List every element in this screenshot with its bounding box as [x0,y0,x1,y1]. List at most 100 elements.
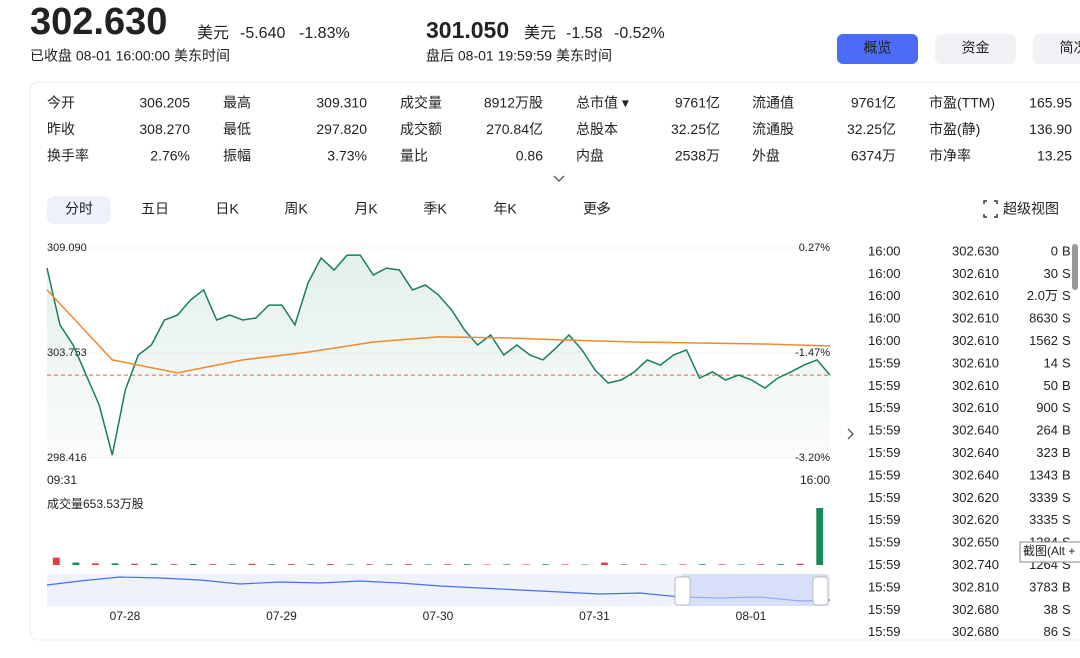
stat-value: 306.205 [139,95,190,111]
stat-label: 市盈(TTM) [929,95,995,111]
volume-bar [249,564,256,565]
y2-tick-label: 0.27% [799,242,830,254]
top-tab-label[interactable]: 资金 [962,40,990,56]
stat-value: 2538万 [675,148,720,164]
stat-value: 309.310 [316,95,367,111]
chart-tab[interactable]: 年K [493,201,517,217]
chart-tab[interactable]: 更多 [583,201,611,217]
chart-tab[interactable]: 季K [423,201,447,217]
trade-price: 302.610 [952,311,999,326]
trade-time: 15:59 [868,557,901,572]
trade-price: 302.630 [952,243,999,258]
stat-value: 136.90 [1029,121,1072,137]
scrollbar[interactable] [1072,244,1078,290]
change: -5.640 [240,25,285,42]
stat-label: 最低 [223,121,251,137]
chart-tab[interactable]: 分时 [65,201,93,217]
change-pct: -1.83% [299,25,350,42]
trade-side: S [1062,400,1071,415]
volume-bar [738,564,745,565]
stat-value: 32.25亿 [847,121,896,137]
stat-label: 振幅 [223,148,251,164]
trade-side: B [1062,378,1071,393]
trade-side: B [1062,243,1071,258]
trade-side: B [1062,467,1071,482]
stat-label: 外盘 [752,148,780,164]
volume-bar [170,564,177,565]
after-currency: 美元 [524,24,556,42]
trade-volume: 1343 [1029,467,1058,482]
trade-volume: 30 [1044,266,1058,281]
trade-price: 302.620 [952,512,999,527]
volume-bar [425,564,432,565]
stat-label: 今开 [47,95,75,111]
trade-volume: 86 [1044,624,1058,639]
minimap-date: 07-29 [266,609,297,623]
volume-bar [346,564,353,565]
trade-time: 15:59 [868,445,901,460]
minimap-selection[interactable] [682,574,828,606]
trade-time: 15:59 [868,378,901,393]
trade-volume: 3339 [1029,490,1058,505]
chart-tab[interactable]: 五日 [141,201,169,217]
trade-price: 302.610 [952,378,999,393]
volume-bar [72,563,79,565]
chart-tab[interactable]: 日K [215,201,239,217]
stat-label: 最高 [223,95,251,111]
top-tab-label[interactable]: 简况 [1060,40,1080,56]
trade-time: 15:59 [868,512,901,527]
trade-time: 16:00 [868,311,901,326]
status: 已收盘 08-01 16:00:00 美东时间 [30,48,230,64]
stat-value: 297.820 [316,121,367,137]
chart-tab[interactable]: 周K [284,201,308,217]
x-tick-label: 16:00 [800,473,830,487]
volume-bar [327,564,334,565]
volume-bar [307,564,314,565]
stat-value: 0.86 [516,148,543,164]
trade-time: 15:59 [868,624,901,639]
stat-label: 市盈(静) [929,121,980,137]
minimap-date: 08-01 [736,609,767,623]
trade-time: 15:59 [868,400,901,415]
trade-time: 16:00 [868,266,901,281]
volume-bar [151,564,158,565]
y-tick-label: 309.090 [47,242,87,254]
trade-side: S [1062,355,1071,370]
trade-side: B [1062,579,1071,594]
trade-side: S [1062,602,1071,617]
trade-volume: 0 [1051,243,1058,258]
volume-bar [386,564,393,565]
super-view[interactable]: 超级视图 [1003,201,1059,217]
trade-side: S [1062,490,1071,505]
stat-label: 流通值 [752,95,794,111]
trade-volume: 14 [1044,355,1058,370]
volume-bar [209,564,216,565]
trade-time: 16:00 [868,333,901,348]
volume-bar [718,564,725,565]
trade-price: 302.610 [952,288,999,303]
trade-time: 15:59 [868,467,901,482]
stat-value: 6374万 [851,148,896,164]
trade-side: S [1062,624,1071,639]
stat-label: 换手率 [47,148,89,164]
chart-tab[interactable]: 月K [354,201,378,217]
minimap-handle[interactable] [675,577,690,605]
trade-price: 302.640 [952,445,999,460]
trade-time: 15:59 [868,602,901,617]
trade-volume: 38 [1044,602,1058,617]
x-tick-label: 09:31 [47,473,77,487]
trade-price: 302.610 [952,333,999,348]
minimap-handle[interactable] [813,577,828,605]
minimap-date: 07-30 [423,609,454,623]
volume-bar [542,564,549,565]
volume-bar [112,563,119,565]
trade-volume: 50 [1044,378,1058,393]
trade-price: 302.610 [952,400,999,415]
top-tab-label[interactable]: 概览 [864,40,892,56]
volume-bar [405,564,412,565]
volume-bar [679,564,686,565]
after-status: 盘后 08-01 19:59:59 美东时间 [426,48,612,64]
trade-price: 302.740 [952,557,999,572]
trade-time: 15:59 [868,423,901,438]
